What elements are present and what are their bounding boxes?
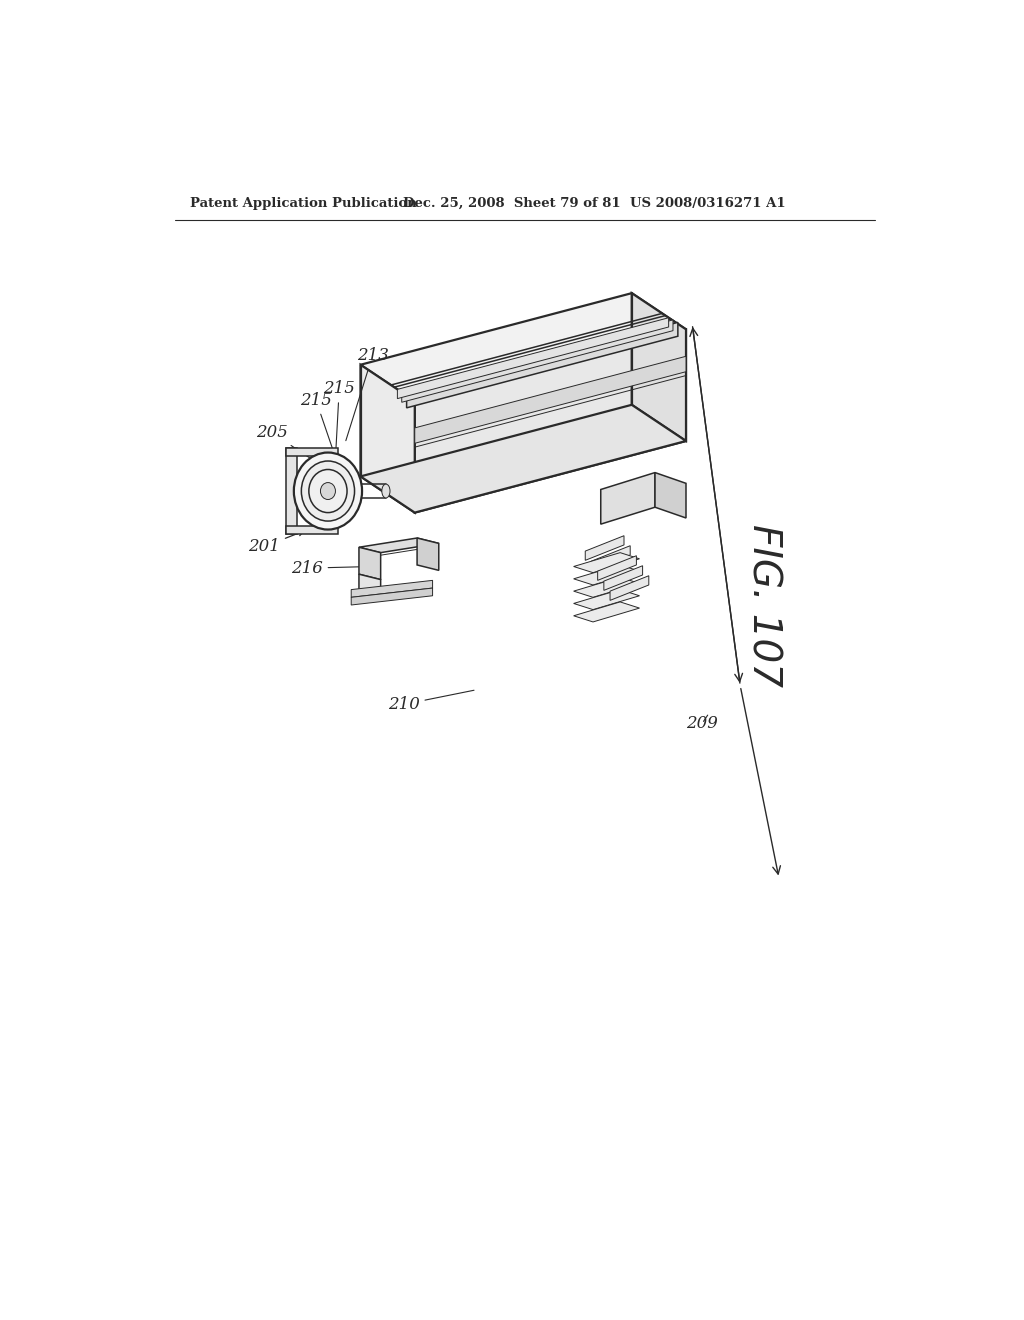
Polygon shape bbox=[415, 330, 686, 512]
Polygon shape bbox=[598, 556, 636, 581]
Polygon shape bbox=[601, 473, 655, 524]
Polygon shape bbox=[592, 545, 630, 570]
Polygon shape bbox=[632, 293, 686, 441]
Ellipse shape bbox=[309, 470, 347, 512]
Ellipse shape bbox=[321, 483, 336, 499]
Text: 205: 205 bbox=[256, 424, 317, 463]
Polygon shape bbox=[286, 525, 338, 535]
Polygon shape bbox=[359, 539, 438, 553]
Polygon shape bbox=[360, 364, 415, 512]
Polygon shape bbox=[397, 318, 669, 399]
Polygon shape bbox=[655, 473, 686, 517]
Polygon shape bbox=[286, 447, 338, 457]
Ellipse shape bbox=[382, 484, 390, 498]
Polygon shape bbox=[407, 322, 678, 408]
Text: 209: 209 bbox=[686, 715, 718, 733]
Polygon shape bbox=[573, 590, 640, 610]
Text: FIG. 107: FIG. 107 bbox=[744, 524, 782, 686]
Polygon shape bbox=[417, 539, 438, 570]
Text: US 2008/0316271 A1: US 2008/0316271 A1 bbox=[630, 197, 785, 210]
Polygon shape bbox=[415, 356, 686, 444]
Text: Dec. 25, 2008  Sheet 79 of 81: Dec. 25, 2008 Sheet 79 of 81 bbox=[403, 197, 621, 210]
Polygon shape bbox=[573, 602, 640, 622]
Polygon shape bbox=[610, 576, 649, 601]
Polygon shape bbox=[360, 293, 686, 401]
Polygon shape bbox=[604, 566, 643, 590]
Polygon shape bbox=[359, 548, 381, 579]
Polygon shape bbox=[359, 574, 381, 595]
Polygon shape bbox=[351, 589, 432, 605]
Polygon shape bbox=[351, 581, 432, 597]
Text: 215: 215 bbox=[324, 380, 355, 450]
Ellipse shape bbox=[294, 453, 362, 529]
Ellipse shape bbox=[301, 461, 354, 521]
Text: 215: 215 bbox=[300, 392, 336, 459]
Polygon shape bbox=[573, 565, 640, 585]
Polygon shape bbox=[586, 536, 624, 560]
Text: 213: 213 bbox=[346, 347, 388, 441]
Text: Patent Application Publication: Patent Application Publication bbox=[190, 197, 417, 210]
Text: 210: 210 bbox=[388, 690, 474, 713]
Polygon shape bbox=[573, 553, 640, 573]
Polygon shape bbox=[401, 319, 673, 403]
Text: 201: 201 bbox=[248, 531, 304, 556]
Polygon shape bbox=[573, 577, 640, 597]
Text: 216: 216 bbox=[291, 560, 370, 577]
Polygon shape bbox=[286, 447, 297, 535]
Polygon shape bbox=[360, 405, 686, 512]
